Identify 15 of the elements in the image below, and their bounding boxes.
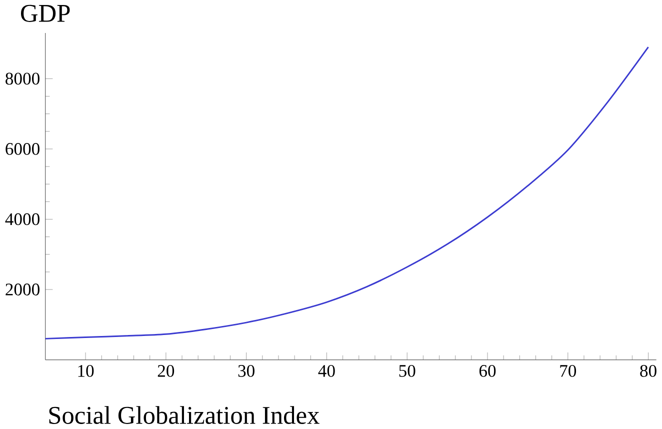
x-tick-label: 80 [640, 365, 656, 377]
line-series [44, 46, 650, 340]
y-tick-label: 6000 [6, 143, 40, 155]
x-tick-label: 10 [78, 365, 94, 377]
y-axis-title: GDP [20, 4, 70, 22]
x-axis-title: Social Globalization Index [49, 406, 320, 424]
x-tick-label: 20 [158, 365, 174, 377]
y-tick-label: 8000 [6, 72, 40, 85]
x-tick-label: 60 [479, 365, 496, 377]
x-tick-label: 40 [318, 365, 335, 377]
y-tick-label: 2000 [6, 284, 40, 296]
x-tick-label: 50 [399, 365, 416, 377]
y-tick-label: 4000 [5, 213, 40, 226]
x-tick-label: 30 [238, 365, 254, 377]
x-tick-label: 70 [560, 365, 576, 377]
